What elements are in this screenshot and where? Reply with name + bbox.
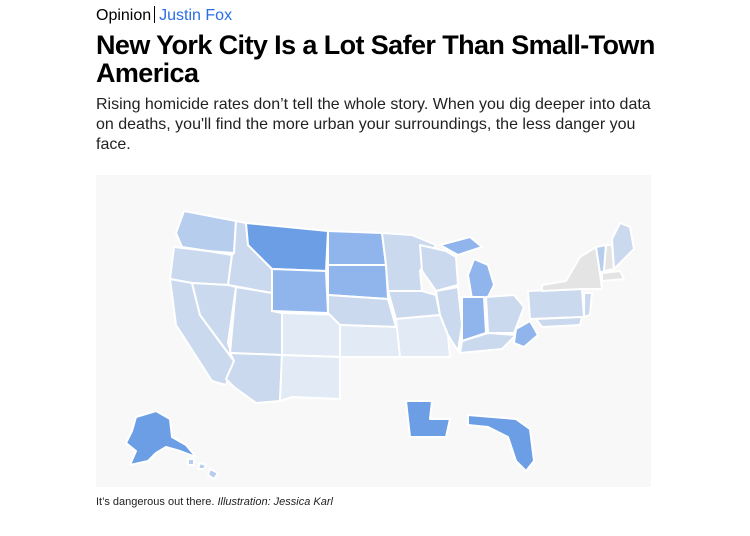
state-pennsylvania: [527, 288, 585, 320]
state-nebraska: [327, 294, 397, 328]
state-new-york: [541, 246, 603, 292]
state-maine: [611, 222, 635, 270]
byline-divider: [154, 6, 156, 23]
state-michigan: [467, 258, 495, 302]
image-caption: It’s dangerous out there. Illustration: J…: [96, 496, 333, 509]
state-michigan-up: [439, 236, 483, 256]
state-kentucky: [459, 332, 517, 354]
dek: Rising homicide rates don’t tell the who…: [96, 96, 651, 153]
state-south-dakota: [327, 264, 389, 300]
state-arizona: [225, 352, 283, 404]
state-colorado: [281, 312, 341, 358]
author-link[interactable]: Justin Fox: [159, 7, 233, 24]
headline: New York City Is a Lot Safer Than Small-…: [96, 30, 655, 88]
state-ohio: [485, 294, 525, 334]
caption-credit: Illustration: Jessica Karl: [217, 496, 333, 508]
state-alaska: [125, 410, 197, 466]
us-map: [125, 210, 635, 480]
illustration: [96, 175, 651, 487]
state-new-mexico: [279, 354, 341, 402]
state-nevada: [191, 282, 237, 362]
state-massachusetts: [601, 270, 625, 282]
state-florida: [467, 414, 535, 472]
byline: Opinion Justin Fox: [96, 6, 232, 25]
state-wisconsin: [419, 244, 459, 292]
state-illinois: [435, 286, 463, 352]
state-louisiana: [405, 400, 451, 438]
state-washington: [175, 210, 237, 254]
caption-text: It’s dangerous out there.: [96, 496, 215, 508]
state-new-jersey: [583, 292, 593, 318]
state-hawaii: [187, 458, 219, 480]
state-missouri: [395, 314, 451, 358]
state-north-dakota: [327, 230, 387, 266]
state-west-virginia: [513, 320, 539, 348]
section-label[interactable]: Opinion: [96, 7, 152, 24]
state-oregon: [169, 246, 233, 286]
state-kansas: [339, 324, 401, 358]
state-maryland: [535, 316, 583, 328]
state-wyoming: [271, 268, 329, 314]
